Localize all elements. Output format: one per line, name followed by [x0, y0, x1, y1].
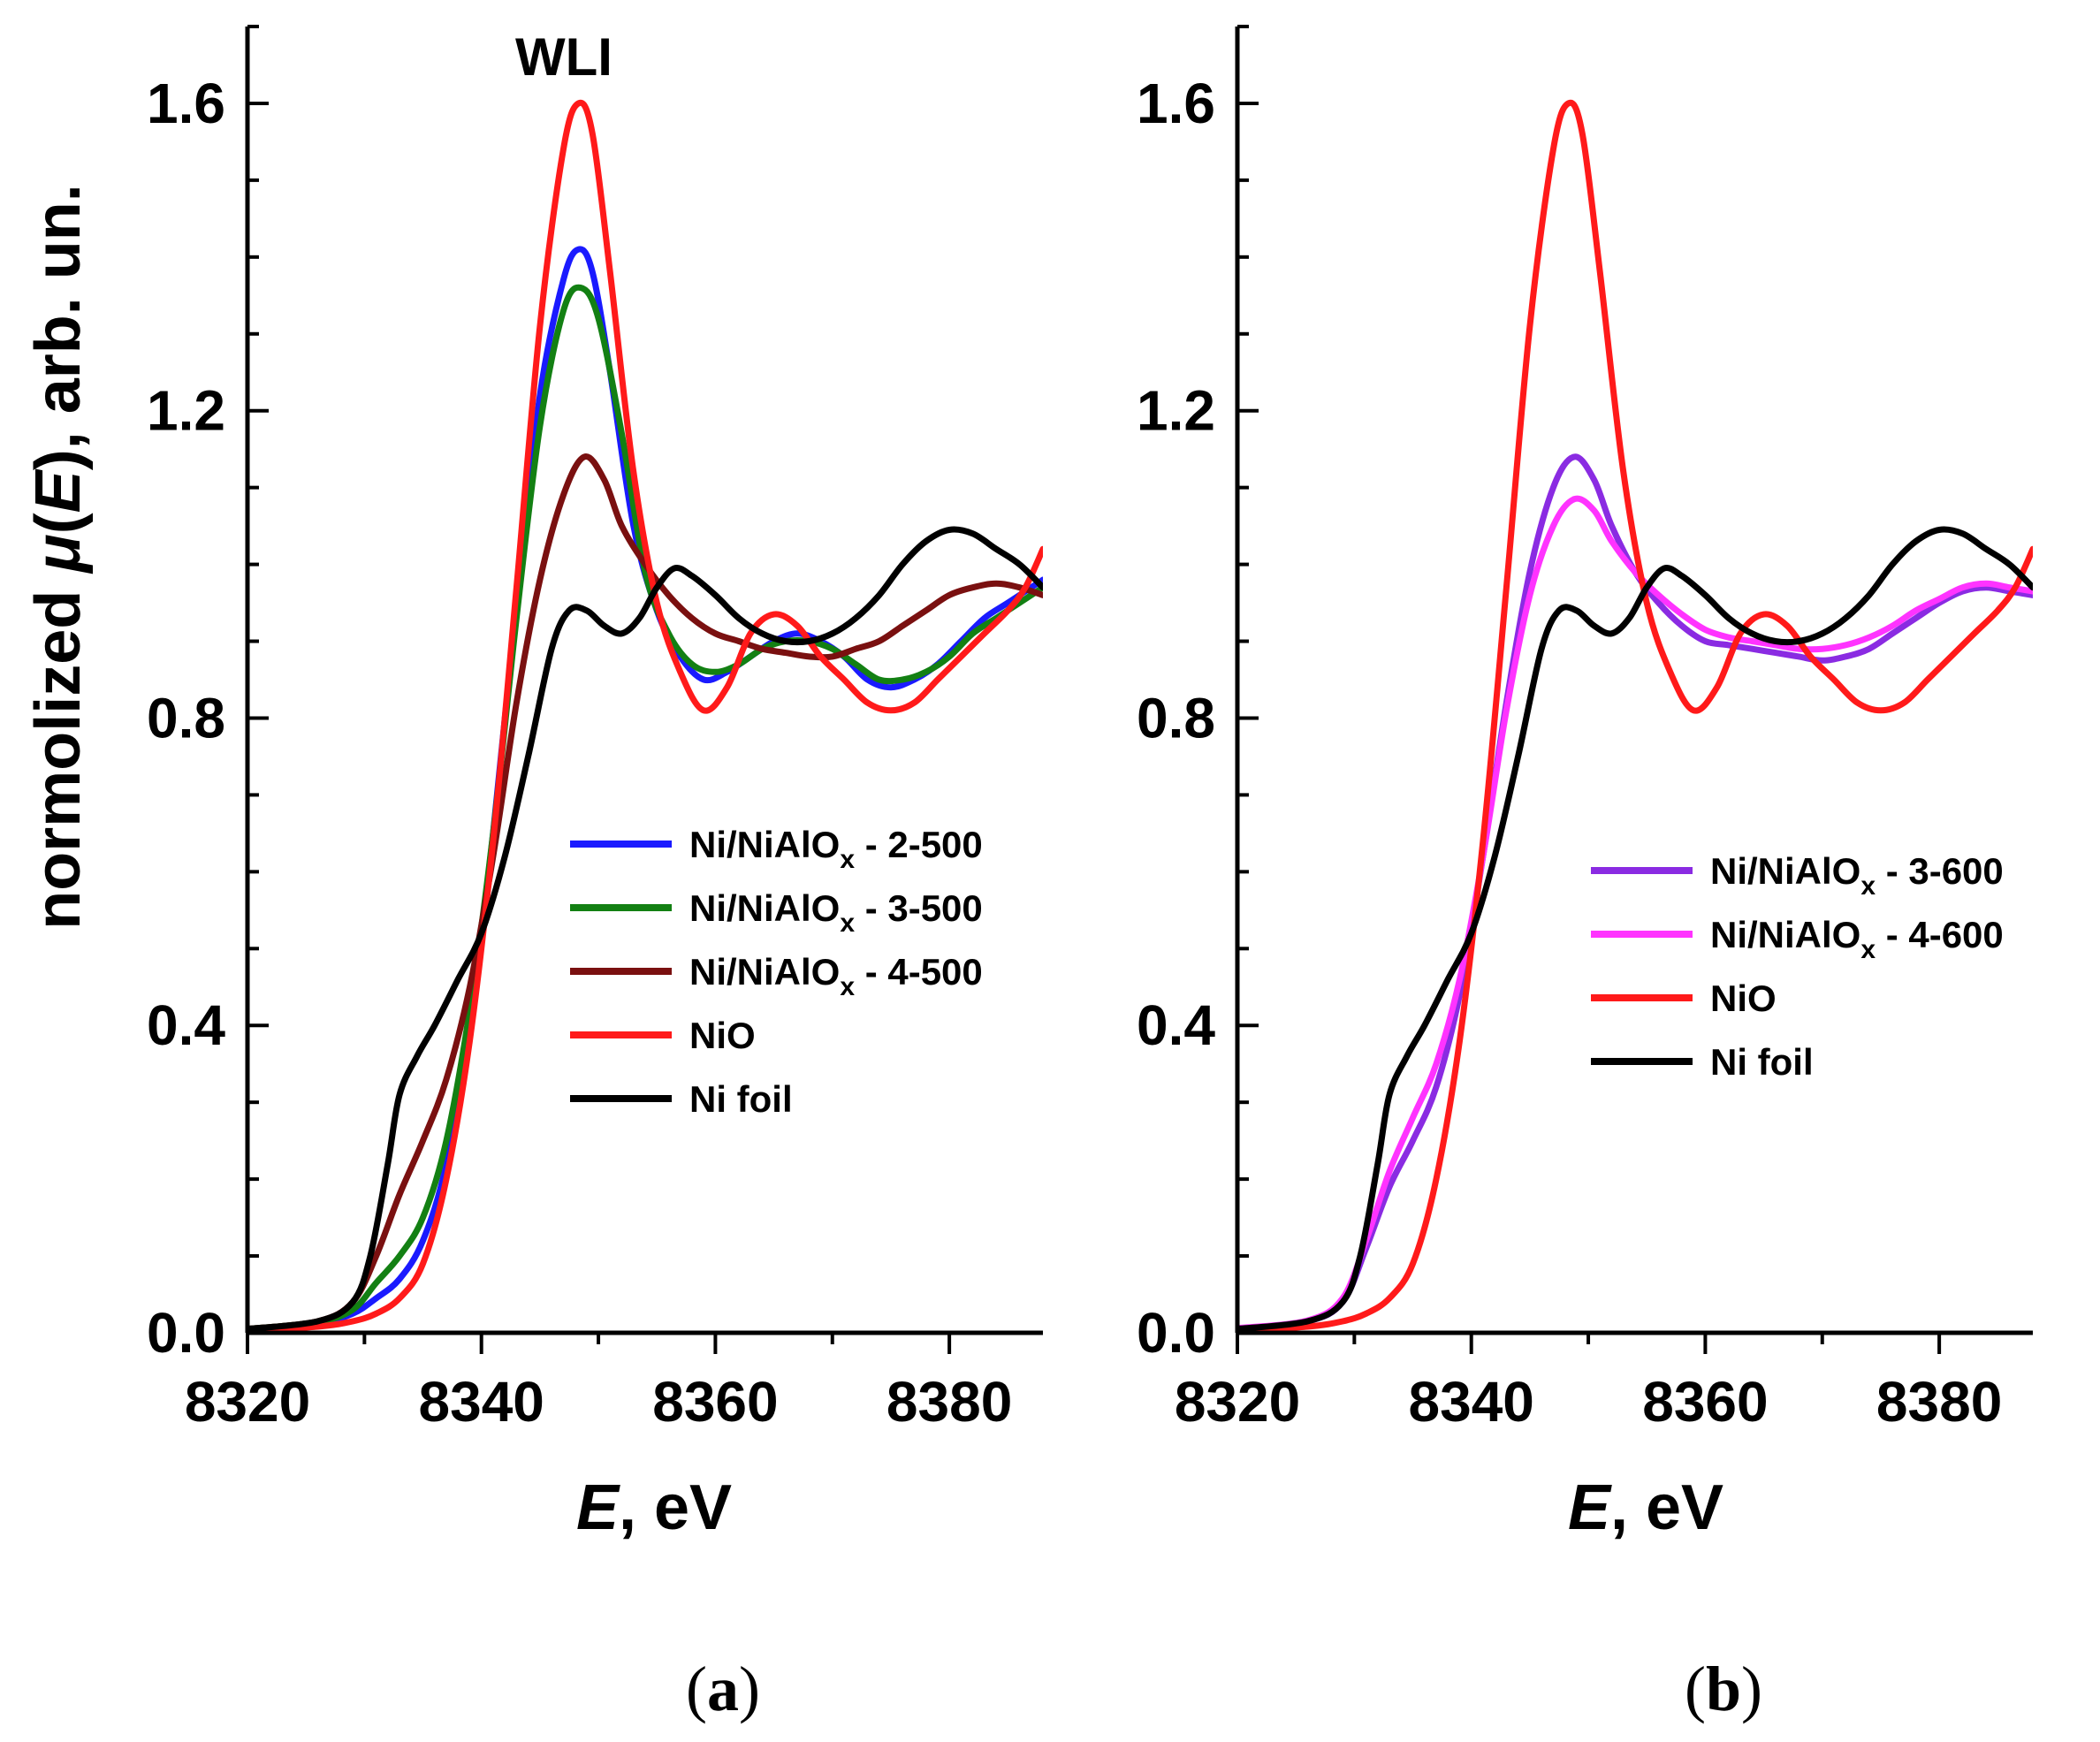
panel-label-a: (a) [686, 1654, 760, 1724]
panel-a-legend-label: Ni foil [689, 1078, 793, 1120]
panel-b-y-tick-label: 0.8 [1137, 686, 1215, 749]
panel-b-legend: Ni/NiAlOx - 3-600 Ni/NiAlOx - 4-600 NiO Ni … [1591, 850, 2004, 1083]
panel-a-axes [245, 27, 1043, 1335]
panel-b-legend-label: Ni/NiAlOx - 4-600 [1710, 914, 2004, 964]
panel-b-y-tick-label: 1.2 [1137, 379, 1215, 443]
panel-a-title: WLI [515, 27, 612, 87]
panel-b-x-axis-title: E, eV [1568, 1472, 1723, 1543]
panel-b-chart: 8320 8340 8360 8380 0.0 0.4 0.8 1.2 1.6 Ni/NiAlO… [1137, 25, 2033, 1543]
panel-b-axes [1235, 27, 2033, 1335]
panel-b-x-tick-label: 8340 [1409, 1370, 1534, 1434]
panel-b-series-line-1 [1237, 495, 2033, 1332]
panel-a-plot-area [247, 99, 1043, 1334]
panel-a-x-tick-label: 8340 [419, 1370, 544, 1434]
panel-b-series-group [1237, 99, 2033, 1334]
panel-label-b: (b) [1685, 1654, 1762, 1724]
panel-a-x-tick-label: 8360 [652, 1370, 778, 1434]
panel-a-y-tick-label: 1.2 [147, 379, 225, 443]
panel-b-legend-label: NiO [1710, 977, 1777, 1019]
panel-a-ticks: 8320 8340 8360 8380 0.0 0.4 0.8 1.2 1.6 [147, 25, 1012, 1434]
panel-a-legend-label: Ni/NiAlOx - 2-500 [689, 824, 983, 874]
panel-b-series-line-0 [1237, 453, 2033, 1333]
panel-a-chart: WLI 8320 8340 8360 8380 0.0 0.4 0.8 1.2 1.6 Ni/N… [23, 25, 1043, 1543]
panel-b-y-tick-label: 0.4 [1137, 993, 1215, 1057]
panel-a-series-line-1 [247, 284, 1043, 1333]
panel-a-y-tick-label: 0.8 [147, 686, 225, 749]
panel-b-ticks: 8320 8340 8360 8380 0.0 0.4 0.8 1.2 1.6 [1137, 25, 2002, 1434]
panel-a-x-tick-label: 8320 [185, 1370, 310, 1434]
panel-b-series-line-2 [1237, 99, 2033, 1334]
panel-a-series-group [247, 99, 1043, 1334]
panel-a-legend-label: Ni/NiAlOx - 3-500 [689, 887, 983, 938]
panel-b-legend-label: Ni/NiAlOx - 3-600 [1710, 850, 2004, 901]
panel-a-y-tick-label: 1.6 [147, 72, 225, 135]
panel-a-y-axis-title: normolized μ(E), arb. un. [23, 184, 94, 929]
panel-a-series-line-0 [247, 246, 1043, 1333]
panel-a-legend-label: Ni/NiAlOx - 4-500 [689, 951, 983, 1001]
panel-b-y-tick-label: 1.6 [1137, 72, 1215, 135]
panel-a-series-line-4 [247, 526, 1043, 1333]
panel-b-plot-area [1237, 99, 2033, 1334]
panel-a-x-tick-label: 8380 [886, 1370, 1012, 1434]
panel-a-y-tick-label: 0.4 [147, 993, 225, 1057]
panel-a-legend: Ni/NiAlOx - 2-500 Ni/NiAlOx - 3-500 Ni/NiA… [570, 824, 983, 1120]
panel-a-x-axis-title: E, eV [576, 1472, 732, 1543]
panel-b-series-line-3 [1237, 526, 2033, 1333]
panel-a-series-line-2 [247, 453, 1043, 1333]
panel-b-x-tick-label: 8320 [1175, 1370, 1300, 1434]
panel-b-x-tick-label: 8360 [1642, 1370, 1768, 1434]
panel-a-series-line-3 [247, 99, 1043, 1334]
panel-b-y-tick-label: 0.0 [1137, 1301, 1215, 1365]
panel-a-legend-label: NiO [689, 1015, 756, 1056]
panel-a-y-tick-label: 0.0 [147, 1301, 225, 1365]
panel-b-x-tick-label: 8380 [1876, 1370, 2002, 1434]
panel-b-legend-label: Ni foil [1710, 1041, 1814, 1083]
